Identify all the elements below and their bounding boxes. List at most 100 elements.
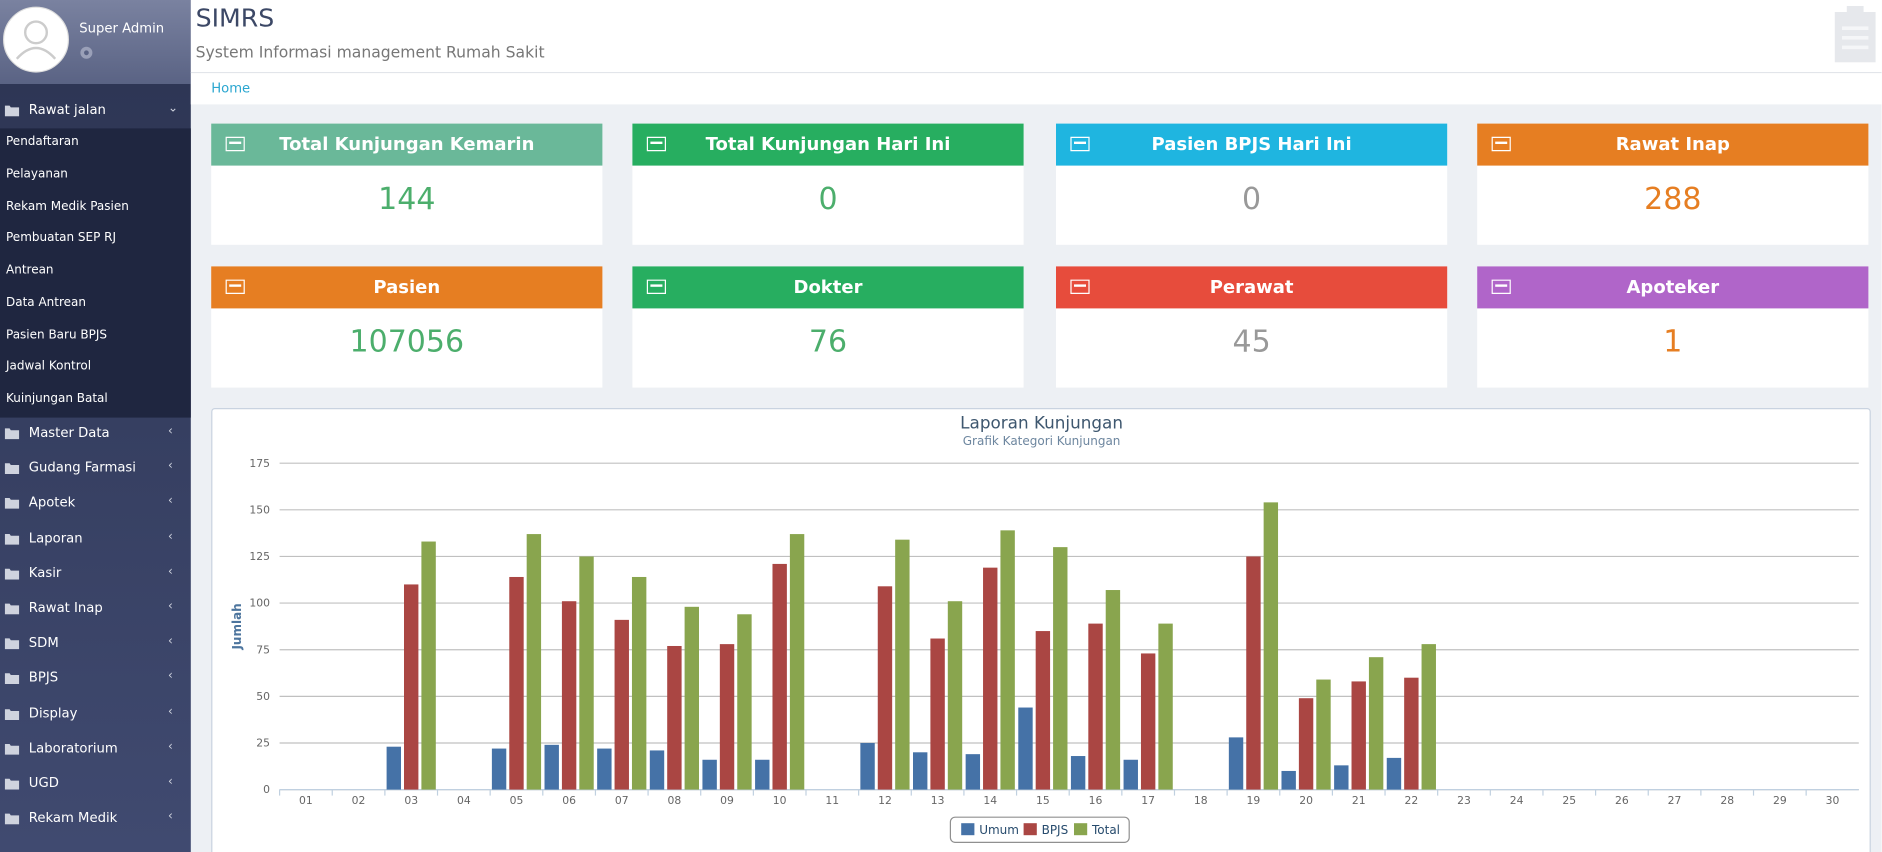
submenu-item[interactable]: Rekam Medik Pasien: [6, 199, 129, 214]
submenu-item[interactable]: Jadwal Kontrol: [6, 360, 92, 374]
y-axis-label: Jumlah: [230, 603, 244, 650]
chevron: ‹: [168, 810, 173, 824]
bar: [614, 619, 629, 790]
chevron: ‹: [168, 494, 173, 509]
y-tick-label: 150: [249, 503, 270, 516]
chevron: ‹: [168, 600, 173, 614]
card-value: 0: [818, 181, 838, 217]
menu-label: UGD: [28, 775, 59, 791]
menu-label: Rekam Medik: [28, 810, 118, 826]
bar: [772, 563, 787, 790]
submenu-item[interactable]: Pasien Baru BPJS: [6, 328, 108, 342]
bar: [1316, 679, 1331, 790]
menu-label: Laboratorium: [28, 740, 118, 756]
bar: [1140, 653, 1156, 790]
card-title: Total Kunjungan Kemarin: [279, 133, 535, 155]
y-tick-label: 25: [256, 737, 270, 750]
card-icon: [1491, 136, 1511, 152]
menu-label: Gudang Farmasi: [28, 459, 136, 476]
x-tick-label: 01: [299, 794, 313, 807]
card-header: Dokter: [632, 266, 1024, 309]
legend-swatch: [1074, 823, 1088, 836]
submenu-item[interactable]: Antrean: [6, 264, 54, 278]
bar: [719, 644, 735, 790]
card-value: 76: [808, 324, 848, 359]
menu-label: BPJS: [28, 670, 59, 686]
chart: Laporan Kunjungan Grafik Kategori Kunjun…: [230, 412, 1859, 844]
chevron: ‹: [168, 529, 173, 544]
profile: Super Admin: [0, 0, 191, 84]
folder-icon: [4, 603, 20, 615]
x-tick-label: 15: [1036, 794, 1050, 807]
bar: [1000, 530, 1015, 790]
folder-icon: [4, 743, 20, 755]
submenu-item[interactable]: Data Antrean: [6, 296, 87, 310]
bar: [913, 752, 928, 790]
card-header: Total Kunjungan Hari Ini: [632, 123, 1024, 166]
user-name: Super Admin: [79, 20, 165, 36]
bar: [1298, 698, 1314, 790]
clipboard-icon: [1834, 6, 1876, 63]
folder-icon: [4, 105, 20, 117]
bar: [1368, 657, 1384, 790]
bar: [877, 586, 893, 790]
menu-label: Rawat jalan: [28, 102, 106, 118]
card-header: Rawat Inap: [1477, 123, 1869, 166]
x-tick-label: 29: [1773, 794, 1787, 807]
card-value: 1: [1663, 324, 1683, 359]
bar: [755, 759, 770, 790]
bar: [983, 567, 998, 790]
card-header: Pasien: [211, 266, 603, 309]
menu-label: Laporan: [28, 529, 83, 546]
bar: [509, 576, 524, 790]
x-tick-label: 27: [1668, 794, 1682, 807]
bar: [1123, 759, 1138, 790]
x-tick-label: 30: [1826, 794, 1840, 807]
breadcrumb-bar: Home: [190, 73, 1882, 105]
settings-icon[interactable]: [79, 46, 93, 60]
x-tick-label: 19: [1247, 794, 1261, 807]
bar: [702, 759, 717, 790]
card-title: Rawat Inap: [1615, 133, 1730, 155]
card-title: Perawat: [1209, 276, 1294, 298]
chevron: ‹: [168, 459, 173, 474]
submenu-item[interactable]: Kuinjungan Batal: [6, 392, 108, 406]
folder-icon: [4, 673, 20, 685]
bar: [947, 601, 963, 790]
y-tick-label: 125: [249, 550, 270, 563]
x-tick-label: 18: [1194, 794, 1208, 807]
x-tick-label: 20: [1299, 794, 1313, 807]
menu-label: SDM: [28, 635, 59, 651]
breadcrumb[interactable]: Home: [211, 80, 251, 96]
stat-card: Perawat 45: [1056, 266, 1448, 388]
card-icon: [225, 136, 245, 152]
card-icon: [1070, 279, 1090, 294]
chart-panel: Laporan Kunjungan Grafik Kategori Kunjun…: [211, 408, 1871, 852]
x-tick-label: 03: [404, 794, 418, 807]
stat-card: Total Kunjungan Hari Ini 0: [632, 123, 1024, 245]
bar: [895, 539, 910, 790]
card-icon: [646, 279, 666, 294]
submenu-item[interactable]: Pendaftaran: [6, 135, 79, 149]
card-title: Apoteker: [1626, 276, 1720, 298]
x-tick-label: 07: [615, 794, 629, 807]
bar: [1053, 547, 1068, 790]
submenu-item[interactable]: Pelayanan: [6, 167, 68, 181]
bar: [789, 534, 805, 790]
y-tick-label: 0: [263, 783, 270, 796]
folder-icon: [4, 638, 20, 650]
bar: [737, 614, 752, 790]
card-value: 107056: [349, 324, 465, 359]
x-tick-label: 25: [1562, 794, 1576, 807]
bar: [930, 638, 945, 790]
legend-label: BPJS: [1042, 823, 1069, 837]
bar: [421, 541, 436, 790]
bar: [1158, 623, 1173, 790]
stat-card: Total Kunjungan Kemarin 144: [211, 123, 603, 245]
card-title: Pasien: [373, 276, 441, 298]
submenu-item[interactable]: Pembuatan SEP RJ: [6, 231, 117, 246]
folder-icon: [4, 813, 20, 825]
bar: [597, 748, 612, 790]
